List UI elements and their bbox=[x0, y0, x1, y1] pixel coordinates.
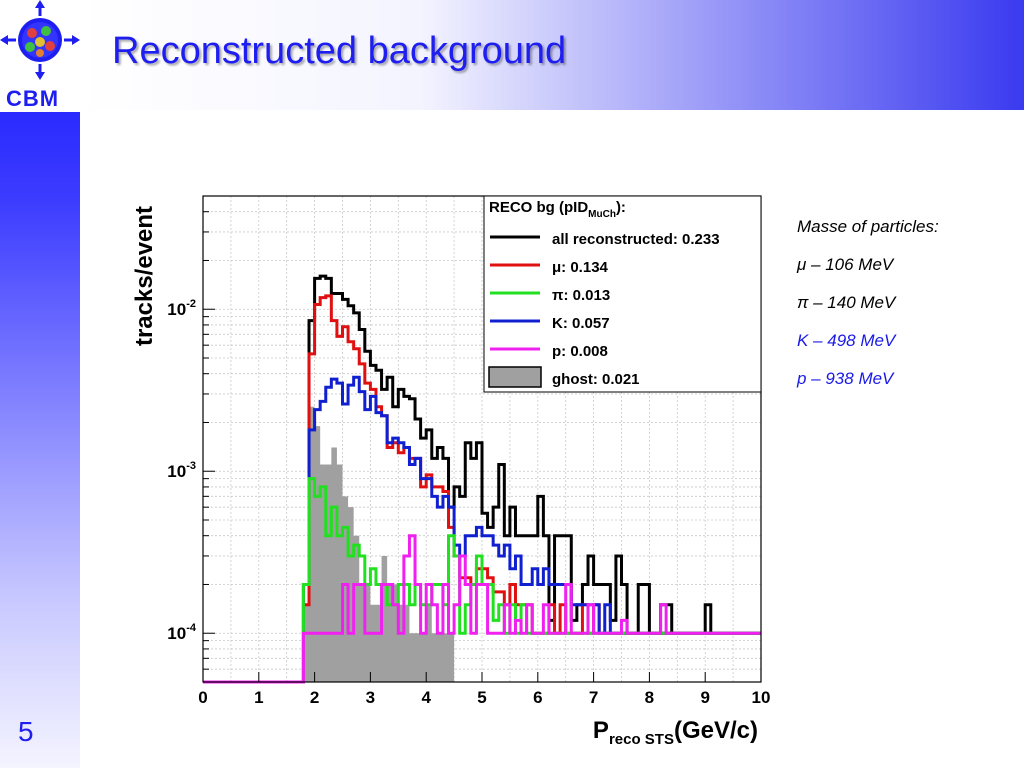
x-tick-label: 9 bbox=[700, 688, 709, 707]
slide-title: Reconstructed background bbox=[112, 30, 567, 72]
legend: RECO bg (pIDMuCh): all reconstructed: 0.… bbox=[483, 195, 762, 393]
x-tick-label: 10 bbox=[752, 688, 771, 707]
series-all-reconstructed-line bbox=[203, 274, 761, 684]
y-tick-base: 10 bbox=[167, 462, 186, 481]
y-tick-label: 10-4 bbox=[167, 622, 197, 643]
y-tick-exp: -3 bbox=[186, 460, 196, 472]
left-sidebar-band bbox=[0, 0, 80, 768]
legend-label-proton: p: 0.008 bbox=[552, 343, 608, 360]
y-tick-base: 10 bbox=[167, 300, 186, 319]
legend-title-end: ): bbox=[616, 199, 626, 216]
legend-label-pion: π: 0.013 bbox=[552, 287, 610, 304]
x-tick-label: 1 bbox=[254, 688, 263, 707]
y-tick-label: 10-3 bbox=[167, 460, 196, 481]
x-axis-label: Preco STS(GeV/c) bbox=[593, 717, 758, 748]
header-band bbox=[0, 0, 1024, 110]
info-line-kaon: K – 498 MeV bbox=[797, 331, 896, 350]
info-heading: Masse of particles: bbox=[797, 217, 939, 236]
cbm-logo-icon bbox=[0, 0, 80, 80]
legend-title-sub: MuCh bbox=[588, 209, 616, 220]
legend-label-kaon: K: 0.057 bbox=[552, 315, 610, 332]
x-axis-label-sub: reco STS bbox=[609, 731, 674, 748]
x-tick-label: 0 bbox=[198, 688, 207, 707]
y-tick-exp: -4 bbox=[186, 622, 197, 634]
legend-label-all: all reconstructed: 0.233 bbox=[552, 231, 720, 248]
legend-title-main: RECO bg (pID bbox=[489, 199, 588, 216]
x-axis-label-main: P bbox=[593, 717, 609, 744]
legend-swatch-ghost bbox=[488, 366, 542, 388]
info-line-muon: μ – 106 MeV bbox=[797, 255, 894, 274]
info-line-pion: π – 140 MeV bbox=[797, 293, 896, 312]
legend-label-muon: μ: 0.134 bbox=[552, 259, 609, 276]
x-tick-label: 4 bbox=[421, 688, 431, 707]
page-number: 5 bbox=[18, 716, 34, 747]
logo-area bbox=[0, 0, 80, 112]
y-tick-exp: -2 bbox=[186, 298, 196, 310]
y-tick-labels: 10-210-310-4 bbox=[167, 298, 197, 643]
x-axis-label-unit: (GeV/c) bbox=[674, 717, 758, 744]
x-tick-label: 6 bbox=[533, 688, 542, 707]
info-line-proton: p – 938 MeV bbox=[797, 369, 894, 388]
legend-title: RECO bg (pIDMuCh): bbox=[489, 199, 626, 220]
y-tick-base: 10 bbox=[167, 624, 186, 643]
y-tick-label: 10-2 bbox=[167, 298, 196, 319]
x-tick-label: 3 bbox=[366, 688, 375, 707]
x-tick-labels: 0 1 2 3 4 5 6 7 8 9 10 bbox=[198, 672, 770, 707]
series-p-line bbox=[203, 534, 761, 684]
series-layer bbox=[203, 274, 761, 684]
x-tick-label: 2 bbox=[310, 688, 319, 707]
legend-label-ghost: ghost: 0.021 bbox=[552, 371, 640, 388]
y-axis-label: tracks/event bbox=[131, 206, 158, 346]
particle-mass-info: Masse of particles: μ – 106 MeV π – 140 … bbox=[797, 208, 939, 398]
logo-text: CBM bbox=[6, 86, 60, 111]
x-tick-label: 7 bbox=[589, 688, 598, 707]
x-tick-label: 8 bbox=[645, 688, 654, 707]
x-tick-label: 5 bbox=[477, 688, 486, 707]
